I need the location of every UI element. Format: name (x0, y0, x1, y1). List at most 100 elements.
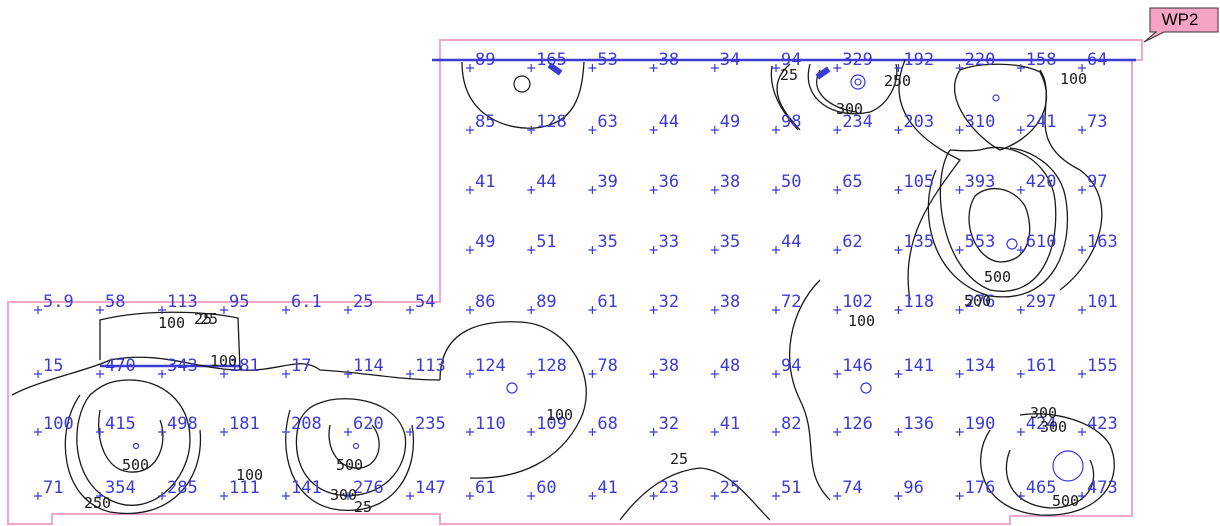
grid-value: 60 (536, 478, 556, 498)
grid-point-cross (158, 492, 166, 500)
grid-value: 44 (536, 172, 556, 192)
grid-value: 64 (1087, 50, 1107, 70)
grid-value: 36 (659, 172, 679, 192)
grid-point-cross (588, 492, 597, 500)
grid-value: 73 (1087, 112, 1107, 132)
grid-point-cross (406, 370, 414, 378)
grid-point-cross (1016, 306, 1025, 314)
grid-point-cross (894, 186, 903, 194)
grid-value: 136 (903, 414, 934, 434)
grid-point-cross (344, 370, 352, 378)
grid-point-cross (894, 428, 903, 436)
grid-value: 146 (842, 356, 873, 376)
grid-value: 94 (781, 356, 801, 376)
grid-value: 53 (597, 50, 617, 70)
grid-value: 41 (475, 172, 495, 192)
grid-point-cross (344, 306, 352, 314)
grid-point-cross (833, 370, 842, 378)
grid-value: 203 (903, 112, 934, 132)
grid-point-cross (588, 126, 597, 134)
grid-point-cross (406, 306, 414, 314)
grid-value: 424 (1026, 414, 1057, 434)
grid-point-cross (527, 186, 536, 194)
grid-point-cross (527, 428, 536, 436)
grid-point-cross (220, 428, 228, 436)
grid-value: 109 (536, 414, 567, 434)
grid-value: 114 (353, 356, 384, 376)
grid-point-cross (649, 186, 658, 194)
grid-point-cross (955, 306, 964, 314)
grid-point-cross (649, 246, 658, 254)
grid-point-cross (158, 306, 166, 314)
grid-point-cross (527, 370, 536, 378)
grid-value: 62 (842, 232, 862, 252)
grid-value: 35 (720, 232, 740, 252)
grid-point-cross (466, 492, 474, 500)
grid-point-cross (649, 370, 658, 378)
grid-values: 89 165 53 38 34 94 329 192 220 158 64 85 128 63 44 49 98… (34, 50, 1118, 500)
grid-value: 48 (720, 356, 740, 376)
grid-point-cross (955, 64, 964, 72)
grid-value: 190 (965, 414, 996, 434)
grid-point-cross (34, 306, 42, 314)
grid-value: 72 (781, 292, 801, 312)
grid-value: 94 (781, 50, 801, 70)
grid-point-cross (894, 246, 903, 254)
contour-label: 100 (1060, 70, 1087, 88)
grid-value: 465 (1026, 478, 1057, 498)
grid-value: 61 (475, 478, 495, 498)
grid-value: 113 (415, 356, 446, 376)
grid-point-cross (588, 186, 597, 194)
grid-value: 134 (965, 356, 996, 376)
grid-point-cross (894, 64, 903, 72)
grid-value: 473 (1087, 478, 1118, 498)
grid-point-cross (833, 246, 842, 254)
grid-point-cross (406, 428, 414, 436)
grid-point-cross (649, 64, 658, 72)
grid-point-cross (466, 186, 474, 194)
grid-value: 32 (659, 292, 679, 312)
grid-point-cross (158, 428, 166, 436)
grid-point-cross (527, 492, 536, 500)
grid-point-cross (772, 306, 780, 314)
grid-value: 102 (842, 292, 873, 312)
grid-value: 41 (597, 478, 617, 498)
grid-value: 158 (1026, 50, 1057, 70)
grid-point-cross (220, 370, 228, 378)
grid-value: 97 (1087, 172, 1107, 192)
grid-value: 420 (1026, 172, 1057, 192)
grid-point-cross (1016, 246, 1025, 254)
grid-point-cross (282, 306, 290, 314)
grid-point-cross (833, 306, 842, 314)
grid-point-cross (34, 492, 42, 500)
grid-point-cross (772, 428, 780, 436)
grid-point-cross (466, 126, 474, 134)
grid-value: 63 (597, 112, 617, 132)
grid-value: 68 (597, 414, 617, 434)
grid-point-cross (710, 246, 719, 254)
grid-value: 161 (1026, 356, 1057, 376)
grid-point-cross (344, 428, 352, 436)
grid-value: 147 (415, 478, 446, 498)
grid-value: 89 (536, 292, 556, 312)
grid-point-cross (1016, 370, 1025, 378)
grid-point-cross (710, 428, 719, 436)
grid-point-cross (96, 492, 104, 500)
grid-value: 329 (842, 50, 873, 70)
grid-point-cross (466, 428, 474, 436)
grid-value: 35 (597, 232, 617, 252)
grid-value: 49 (720, 112, 740, 132)
grid-value: 235 (415, 414, 446, 434)
grid-point-cross (34, 370, 42, 378)
grid-value: 113 (167, 292, 198, 312)
grid-point-cross (282, 428, 290, 436)
contour-label: 250 (884, 72, 911, 90)
grid-point-cross (466, 306, 474, 314)
grid-value: 141 (903, 356, 934, 376)
grid-value: 41 (720, 414, 740, 434)
grid-value: 110 (475, 414, 506, 434)
grid-point-cross (1078, 186, 1086, 194)
grid-point-cross (1078, 126, 1086, 134)
grid-point-cross (588, 306, 597, 314)
grid-value: 610 (1026, 232, 1057, 252)
